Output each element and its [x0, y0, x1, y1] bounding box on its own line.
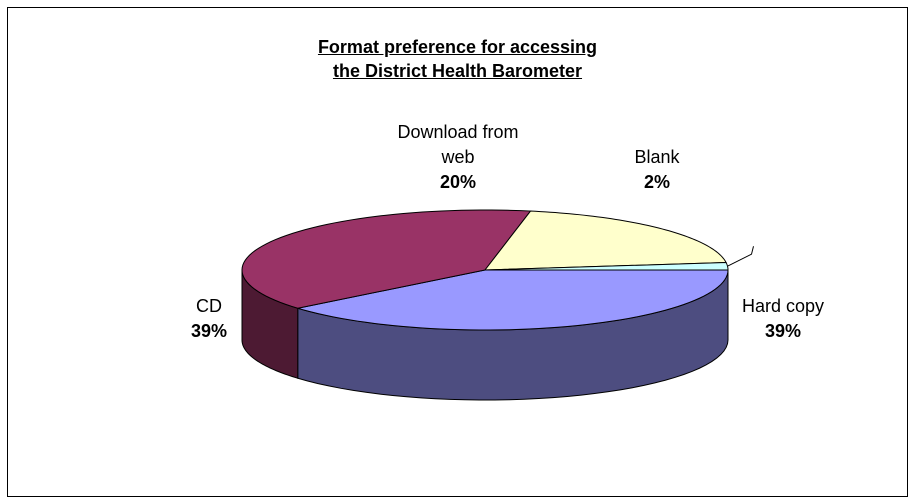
pie-chart	[241, 209, 754, 401]
data-label-download-value: 20%	[439, 172, 477, 192]
data-label-hard-copy-value: 39%	[764, 321, 802, 341]
data-label-cd-value: 39%	[190, 321, 228, 341]
data-label-blank-value: 2%	[643, 172, 670, 192]
data-label-cd: CD 39%	[174, 294, 244, 344]
data-label-blank-name: Blank	[634, 147, 680, 167]
leader-line-blank	[727, 246, 754, 267]
data-label-hard-copy-name: Hard copy	[741, 296, 825, 316]
pie-slice-cd	[241, 209, 532, 309]
pie-slice-hard-copy	[297, 269, 729, 331]
data-label-download-from-web: Download from web 20%	[363, 120, 553, 195]
chart-title-line-1: Format preference for accessing	[317, 37, 598, 57]
data-label-cd-name: CD	[196, 296, 222, 316]
data-label-hard-copy: Hard copy 39%	[728, 294, 838, 344]
data-label-download-line-1: Download from	[397, 122, 519, 142]
chart-title-line-2: the District Health Barometer	[332, 61, 583, 81]
chart-area: Format preference for accessing the Dist…	[7, 7, 908, 497]
data-label-blank: Blank 2%	[622, 145, 692, 195]
pie-slice-download-from-web	[483, 210, 727, 271]
data-label-download-line-2: web	[441, 147, 475, 167]
chart-title: Format preference for accessing the Dist…	[8, 35, 907, 83]
